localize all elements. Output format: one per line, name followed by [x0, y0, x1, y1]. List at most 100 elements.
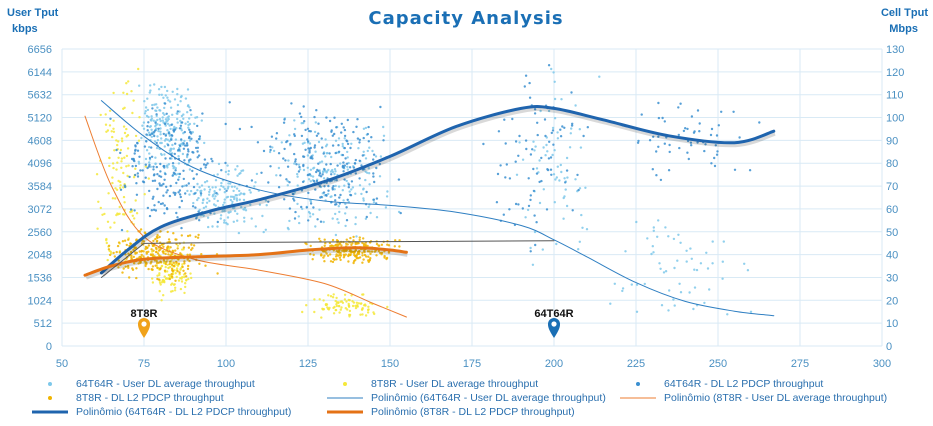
scatter-point	[322, 177, 326, 180]
scatter-point	[167, 132, 170, 135]
scatter-point	[115, 168, 118, 171]
legend-label: Polinômio (64T64R - User DL average thro…	[371, 392, 606, 404]
scatter-point	[158, 182, 161, 185]
scatter-point	[165, 112, 168, 116]
scatter-point	[345, 238, 348, 241]
scatter-point	[177, 155, 180, 158]
scatter-point	[354, 249, 357, 252]
scatter-point	[163, 153, 166, 156]
scatter-point	[229, 182, 232, 185]
scatter-point	[306, 166, 309, 169]
scatter-point	[333, 194, 337, 197]
scatter-point	[283, 147, 286, 151]
scatter-point	[206, 197, 209, 200]
scatter-point	[298, 112, 302, 115]
scatter-point	[312, 206, 315, 209]
scatter-point	[208, 190, 211, 194]
scatter-point	[355, 242, 359, 245]
scatter-point	[372, 158, 375, 161]
scatter-point	[303, 120, 306, 123]
scatter-point	[184, 144, 187, 147]
scatter-point	[524, 216, 527, 219]
scatter-point	[570, 124, 574, 127]
scatter-point	[202, 198, 205, 201]
scatter-point	[188, 259, 191, 263]
scatter-point	[153, 129, 157, 132]
scatter-point	[176, 110, 179, 113]
scatter-point	[190, 137, 193, 140]
scatter-point	[316, 168, 319, 172]
scatter-point	[122, 195, 126, 199]
scatter-point	[169, 246, 172, 249]
scatter-point	[117, 241, 121, 244]
scatter-point	[242, 198, 246, 202]
scatter-point	[552, 71, 555, 74]
scatter-point	[372, 175, 375, 178]
scatter-point	[185, 142, 189, 145]
scatter-point	[180, 277, 183, 280]
scatter-point	[342, 199, 345, 202]
scatter-point	[147, 177, 150, 180]
scatter-point	[354, 306, 358, 310]
scatter-point	[679, 102, 682, 105]
scatter-point	[549, 168, 553, 171]
scatter-point	[569, 132, 572, 135]
scatter-point	[178, 189, 182, 192]
scatter-point	[282, 157, 285, 160]
scatter-point	[226, 223, 229, 226]
scatter-point	[758, 121, 761, 124]
scatter-point	[169, 184, 172, 188]
scatter-point	[177, 178, 180, 181]
scatter-point	[347, 254, 350, 258]
scatter-point	[657, 145, 660, 148]
scatter-point	[313, 144, 317, 147]
scatter-point	[196, 124, 199, 128]
scatter-point	[227, 211, 230, 214]
scatter-point	[689, 141, 693, 144]
scatter-point	[188, 117, 191, 120]
scatter-point	[154, 237, 157, 241]
scatter-point	[334, 255, 338, 258]
scatter-point	[330, 130, 333, 133]
scatter-point	[361, 154, 364, 157]
scatter-point	[324, 250, 327, 253]
scatter-point	[362, 127, 366, 130]
scatter-point	[277, 186, 281, 189]
scatter-point	[398, 239, 401, 242]
scatter-point	[211, 195, 214, 198]
scatter-point	[153, 103, 156, 106]
scatter-point	[532, 167, 535, 171]
scatter-point	[148, 163, 151, 167]
scatter-point	[553, 201, 556, 204]
scatter-point	[193, 122, 196, 126]
scatter-point	[306, 173, 310, 177]
scatter-point	[126, 174, 129, 178]
scatter-point	[505, 163, 508, 166]
scatter-point	[342, 170, 345, 173]
scatter-point	[368, 183, 371, 186]
scatter-point	[315, 179, 319, 183]
left-y-tick-label: 4608	[28, 135, 52, 147]
left-y-tick-label: 2048	[28, 250, 52, 262]
scatter-point	[334, 184, 337, 188]
scatter-point	[117, 179, 120, 183]
scatter-point	[121, 240, 125, 243]
scatter-point	[168, 100, 172, 103]
scatter-point	[174, 263, 177, 266]
scatter-point	[203, 141, 206, 145]
scatter-point	[155, 250, 158, 254]
scatter-point	[704, 143, 707, 146]
scatter-point	[151, 107, 154, 110]
scatter-point	[175, 275, 178, 279]
legend-label: Polinômio (8T8R - DL L2 PDCP throughput)	[371, 406, 575, 418]
scatter-point	[330, 155, 333, 159]
scatter-point	[202, 163, 206, 166]
scatter-point	[131, 268, 135, 271]
scatter-point	[223, 201, 226, 204]
scatter-point	[307, 219, 310, 222]
scatter-point	[201, 201, 204, 205]
scatter-point	[162, 182, 165, 186]
scatter-point	[167, 253, 170, 256]
scatter-point	[660, 304, 664, 307]
scatter-point	[174, 272, 177, 275]
